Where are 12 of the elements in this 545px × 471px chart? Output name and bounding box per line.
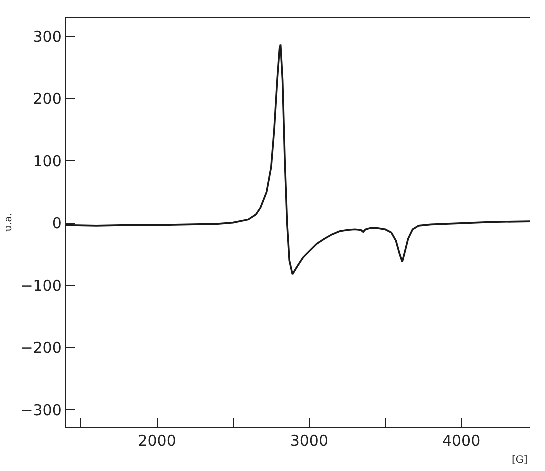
y-tick-label: −200 (20, 339, 62, 358)
y-tick-label: −300 (20, 401, 62, 420)
x-tick-label: 2000 (138, 432, 176, 450)
x-tick-label: 3000 (290, 432, 329, 450)
y-tick-label: 100 (33, 152, 62, 170)
x-axis-title: [G] (512, 455, 528, 466)
y-axis-title: u.a. (4, 213, 15, 232)
y-tick-label: −100 (20, 276, 62, 295)
y-tick-label: 300 (33, 28, 62, 46)
y-tick-label: 200 (33, 90, 62, 108)
x-tick-label: 4000 (442, 432, 481, 450)
y-tick-label: 0 (52, 214, 62, 233)
